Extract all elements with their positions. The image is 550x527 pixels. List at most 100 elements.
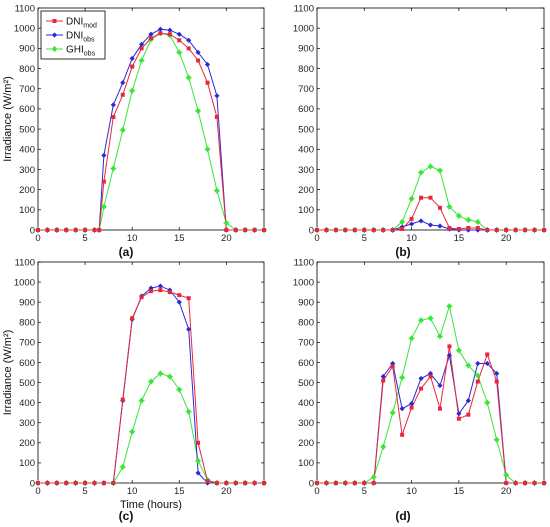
data-point-mod bbox=[513, 228, 518, 232]
y-tick-label: 0 bbox=[30, 478, 35, 489]
chart-panel-1: 0 100 200 300 400 500 600 700 800 900 1000 1100 0 5 10… bbox=[2, 3, 267, 259]
data-point-ghi bbox=[380, 443, 387, 450]
y-tick-label: 0 bbox=[309, 478, 314, 489]
data-point-mod bbox=[333, 481, 338, 485]
y-axis-title: Irradiance (W/m²) bbox=[2, 330, 14, 416]
data-point-mod bbox=[224, 481, 229, 485]
x-tick-label: 10 bbox=[406, 486, 417, 497]
data-point-mod bbox=[428, 374, 433, 379]
data-point-mod bbox=[36, 481, 40, 485]
data-point-obs bbox=[176, 31, 182, 37]
data-point-obs bbox=[418, 218, 424, 224]
y-tick-label: 1100 bbox=[15, 257, 35, 268]
data-point-ghi bbox=[185, 408, 192, 415]
y-tick-label: 400 bbox=[298, 145, 314, 156]
data-point-mod bbox=[252, 228, 257, 232]
data-point-obs bbox=[214, 93, 220, 99]
data-point-ghi bbox=[436, 333, 443, 340]
data-point-mod bbox=[315, 228, 319, 232]
data-point-ghi bbox=[474, 218, 481, 225]
data-point-obs bbox=[157, 26, 164, 32]
data-point-ghi bbox=[465, 362, 472, 369]
y-tick-label: 100 bbox=[19, 205, 35, 216]
y-tick-label: 900 bbox=[298, 44, 314, 55]
y-tick-label: 200 bbox=[298, 185, 314, 196]
data-point-ghi bbox=[455, 347, 462, 354]
y-tick-label: 500 bbox=[298, 378, 314, 389]
data-point-obs bbox=[446, 352, 453, 359]
x-tick-label: 0 bbox=[35, 233, 40, 244]
x-axis-title: Time (hours) bbox=[120, 499, 182, 511]
data-point-ghi bbox=[418, 169, 425, 176]
data-point-ghi bbox=[427, 163, 434, 170]
data-point-obs bbox=[437, 382, 443, 389]
x-tick-label: 10 bbox=[127, 233, 138, 244]
x-tick-label: 20 bbox=[221, 486, 232, 497]
data-point-obs bbox=[110, 102, 116, 108]
data-point-mod bbox=[233, 481, 238, 485]
data-point-mod bbox=[362, 481, 367, 485]
x-tick-label: 0 bbox=[314, 486, 319, 497]
x-tick-label: 5 bbox=[362, 233, 367, 244]
data-point-mod bbox=[97, 228, 102, 232]
data-point-mod bbox=[139, 295, 144, 300]
data-point-ghi bbox=[119, 127, 126, 134]
data-point-mod bbox=[352, 481, 357, 485]
data-point-ghi bbox=[446, 203, 453, 210]
x-tick-label: 20 bbox=[221, 233, 232, 244]
data-point-mod bbox=[371, 228, 376, 232]
data-point-mod bbox=[485, 228, 490, 232]
data-point-mod bbox=[494, 379, 499, 384]
data-point-mod bbox=[167, 290, 172, 295]
plot-area bbox=[316, 7, 545, 231]
data-point-obs bbox=[380, 373, 386, 380]
data-point-mod bbox=[409, 216, 414, 221]
y-tick-label: 1000 bbox=[14, 277, 35, 288]
data-point-mod bbox=[54, 228, 59, 232]
data-point-mod bbox=[205, 80, 210, 85]
data-point-mod bbox=[504, 228, 509, 232]
data-point-obs bbox=[176, 299, 182, 305]
data-point-mod bbox=[73, 481, 78, 485]
data-point-ghi bbox=[446, 303, 453, 310]
data-point-mod bbox=[390, 228, 395, 232]
y-tick-label: 700 bbox=[19, 338, 35, 349]
legend-label-obs: DNIobs bbox=[66, 31, 95, 44]
data-point-mod bbox=[177, 293, 182, 298]
y-tick-label: 1000 bbox=[293, 23, 314, 34]
data-point-mod bbox=[92, 228, 97, 232]
y-tick-label: 0 bbox=[30, 225, 35, 236]
data-point-ghi bbox=[493, 436, 500, 443]
legend-marker-mod bbox=[52, 19, 57, 23]
data-point-mod bbox=[64, 228, 69, 232]
data-point-mod bbox=[437, 205, 442, 210]
data-point-mod bbox=[343, 228, 348, 232]
data-point-ghi bbox=[370, 473, 377, 480]
data-point-obs bbox=[484, 360, 490, 367]
data-point-mod bbox=[130, 316, 135, 321]
data-point-ghi bbox=[176, 49, 183, 56]
y-tick-label: 300 bbox=[298, 165, 314, 176]
data-point-ghi bbox=[399, 374, 406, 381]
data-point-mod bbox=[101, 481, 106, 485]
data-point-mod bbox=[400, 432, 405, 437]
plot-area bbox=[37, 261, 265, 484]
data-point-mod bbox=[437, 406, 442, 411]
y-tick-label: 800 bbox=[19, 64, 35, 75]
data-point-mod bbox=[224, 228, 229, 232]
data-point-obs bbox=[408, 401, 415, 407]
data-point-mod bbox=[532, 481, 537, 485]
legend-label-ghi: GHIobs bbox=[66, 45, 96, 58]
data-point-ghi bbox=[119, 463, 126, 470]
y-tick-label: 400 bbox=[19, 145, 35, 156]
data-point-ghi bbox=[110, 165, 117, 172]
data-point-ghi bbox=[418, 317, 425, 324]
y-tick-label: 800 bbox=[19, 318, 35, 329]
data-point-mod bbox=[456, 416, 461, 421]
data-point-mod bbox=[149, 36, 153, 41]
y-tick-label: 500 bbox=[298, 124, 314, 135]
data-point-obs bbox=[167, 27, 173, 33]
x-tick-label: 20 bbox=[501, 486, 512, 497]
y-tick-label: 600 bbox=[19, 104, 35, 115]
data-point-obs bbox=[195, 49, 201, 55]
